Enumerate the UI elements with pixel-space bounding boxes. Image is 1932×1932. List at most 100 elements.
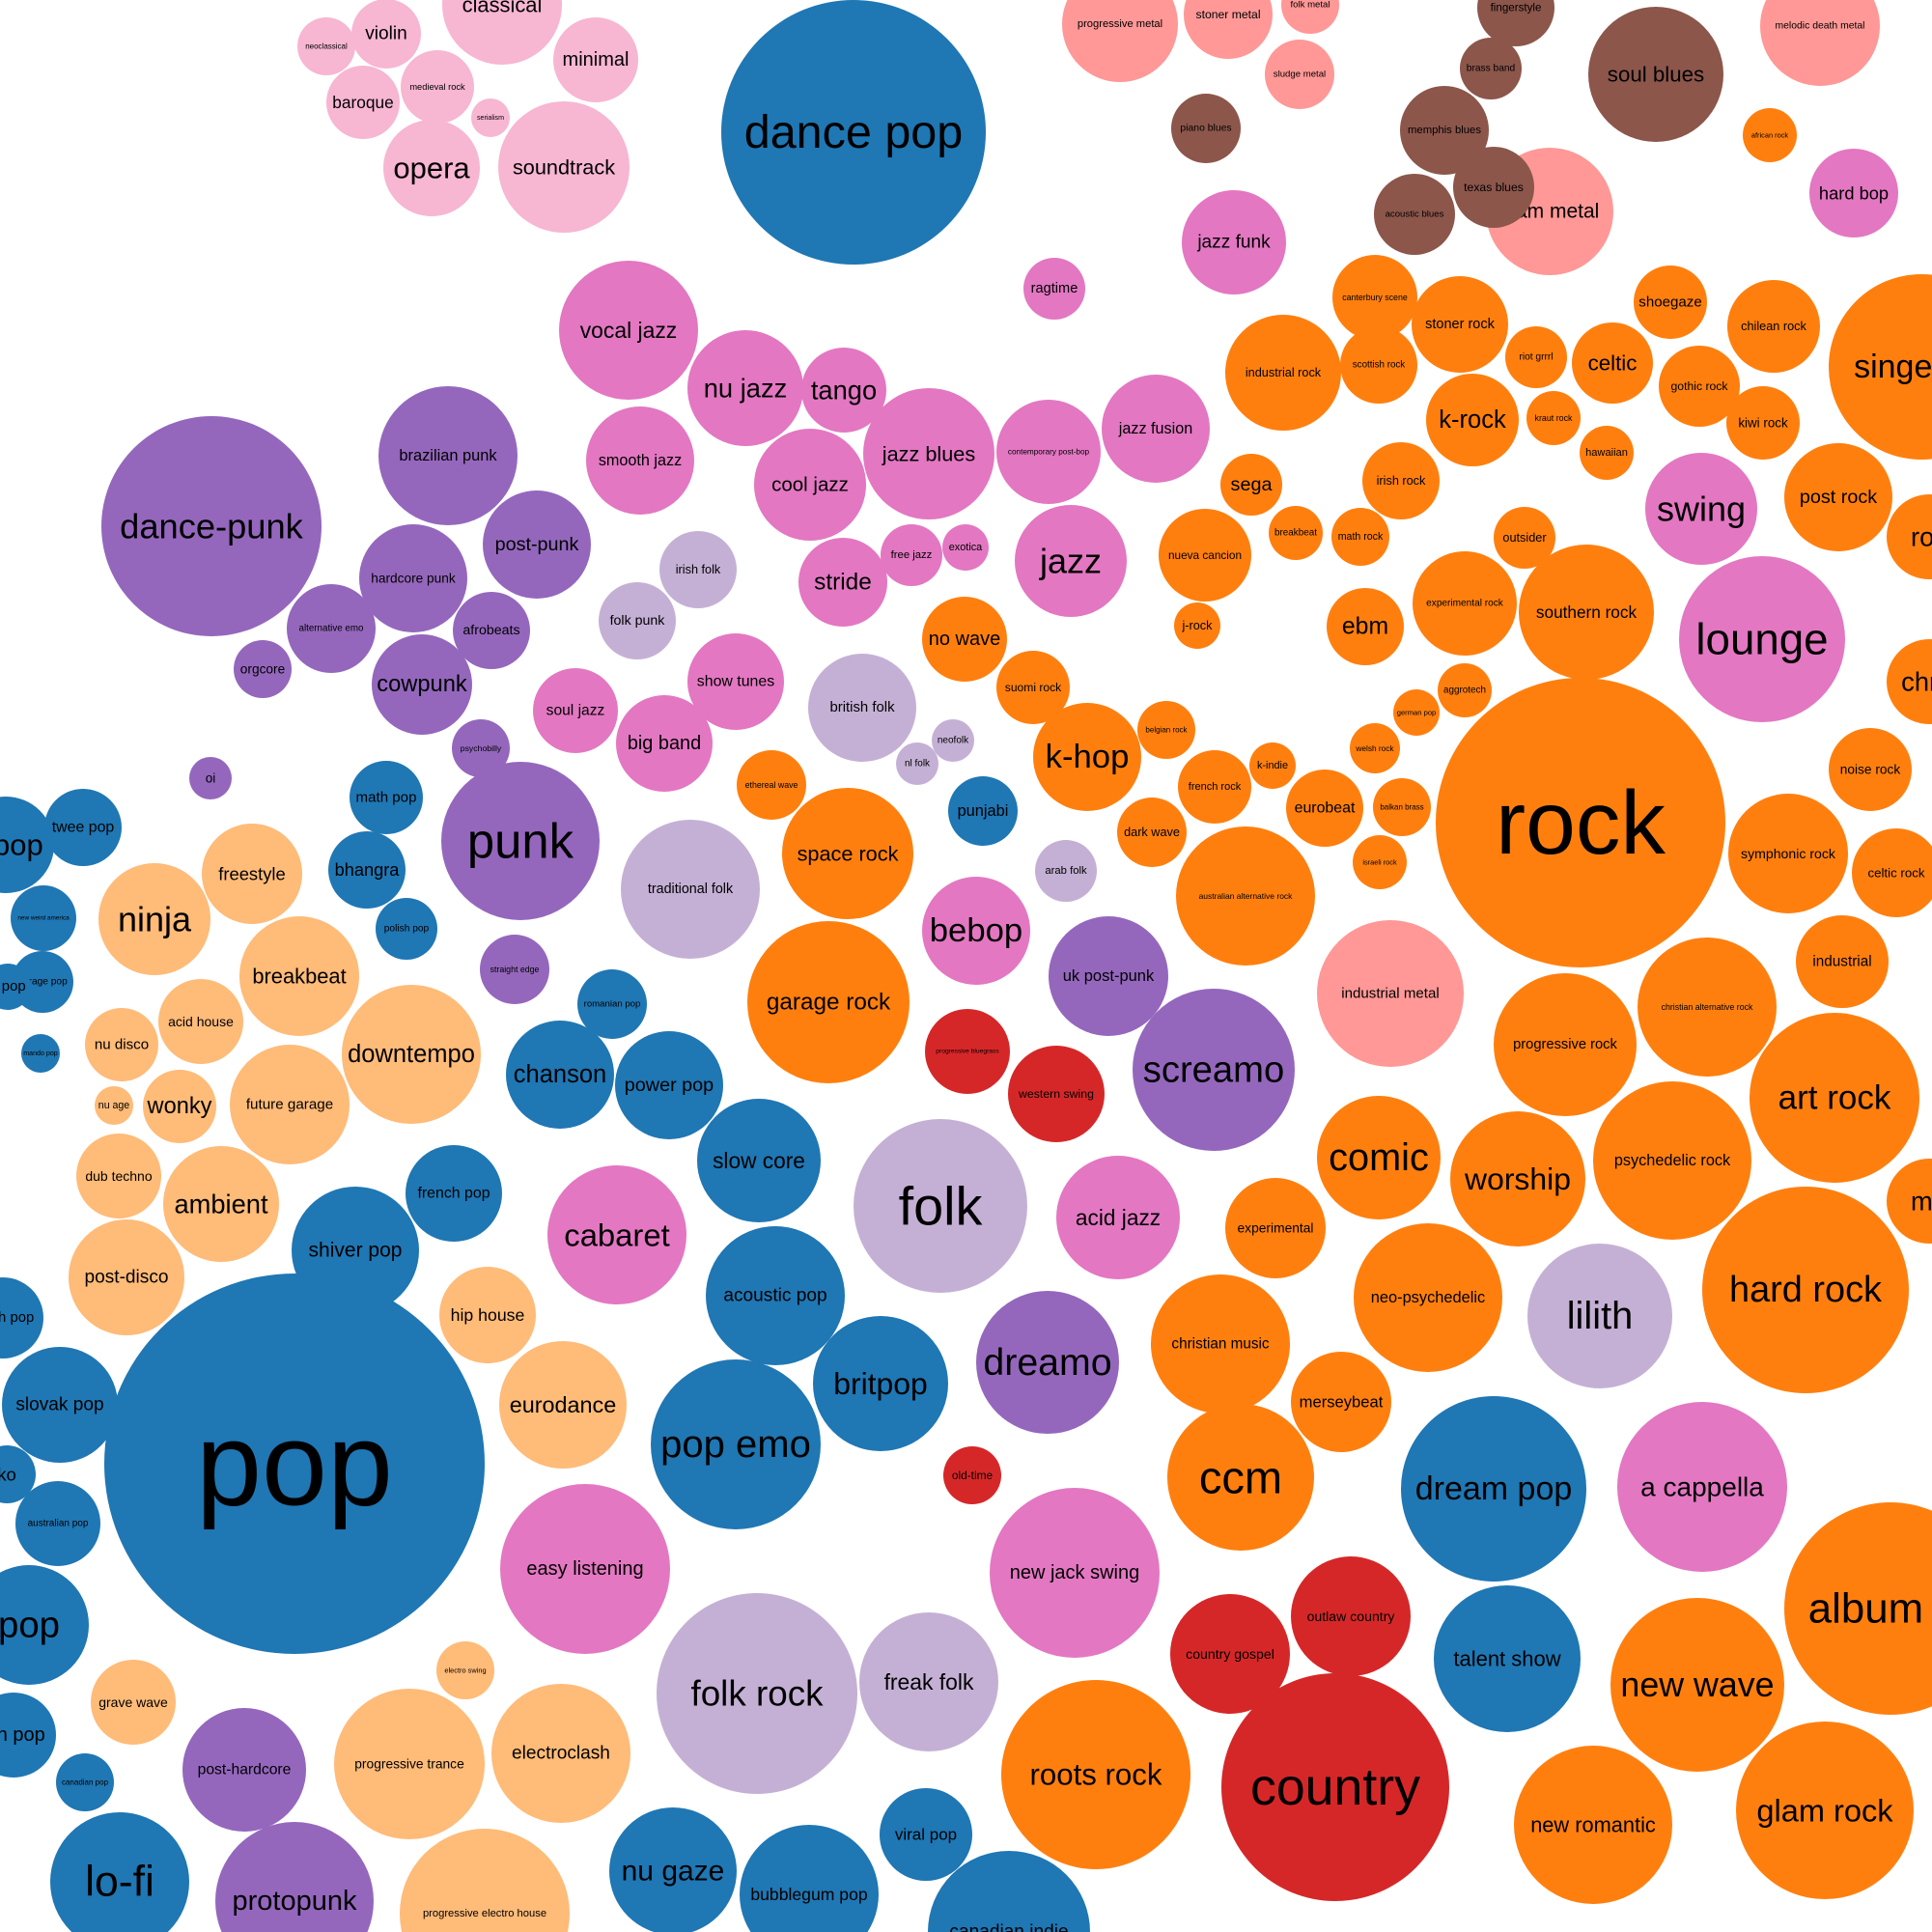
- bubble-circle-african-rock[interactable]: [1743, 108, 1797, 162]
- bubble-circle-experimental-rock[interactable]: [1413, 551, 1517, 656]
- bubble-circle-no-wave[interactable]: [922, 597, 1007, 682]
- bubble-circle-hardcore-punk[interactable]: [359, 524, 467, 632]
- bubble-bubblegum-pop[interactable]: bubblegum pop: [740, 1825, 879, 1932]
- bubble-circle-ninja[interactable]: [98, 863, 210, 975]
- bubble-album-ro[interactable]: album ro: [1784, 1502, 1932, 1715]
- bubble-circle-chilean-rock[interactable]: [1727, 280, 1820, 373]
- bubble-circle-jazz-blues[interactable]: [863, 388, 994, 519]
- bubble-comic[interactable]: comic: [1317, 1096, 1441, 1219]
- bubble-ragtime[interactable]: ragtime: [1023, 258, 1085, 320]
- bubble-circle-scottish-rock[interactable]: [1340, 326, 1417, 404]
- bubble-circle-vocal-jazz[interactable]: [559, 261, 698, 400]
- bubble-circle-bhangra[interactable]: [328, 831, 406, 909]
- bubble-twee-pop[interactable]: twee pop: [44, 789, 122, 866]
- bubble-roots-rock[interactable]: roots rock: [1001, 1680, 1190, 1869]
- bubble-circle-anish-pop[interactable]: [0, 1277, 43, 1358]
- bubble-circle-oi[interactable]: [189, 757, 232, 799]
- bubble-circle-grave-wave[interactable]: [91, 1660, 176, 1745]
- bubble-orgcore[interactable]: orgcore: [234, 640, 292, 698]
- bubble-circle-punjabi[interactable]: [948, 776, 1018, 846]
- bubble-no-wave[interactable]: no wave: [922, 597, 1007, 682]
- bubble-circle-cabaret[interactable]: [547, 1165, 686, 1304]
- bubble-circle-freak-folk[interactable]: [859, 1612, 998, 1751]
- bubble-vocal-jazz[interactable]: vocal jazz: [559, 261, 698, 400]
- bubble-circle-suomi-rock[interactable]: [996, 651, 1070, 724]
- bubble-glam-rock[interactable]: glam rock: [1736, 1722, 1914, 1899]
- bubble-circle-eurodance[interactable]: [499, 1341, 627, 1469]
- bubble-circle-breakbeat[interactable]: [239, 916, 359, 1036]
- bubble-circle-dance-pop[interactable]: [721, 0, 986, 265]
- bubble-circle-art-rock[interactable]: [1750, 1013, 1919, 1183]
- bubble-circle-belgian-rock[interactable]: [1137, 701, 1195, 759]
- bubble-ambient[interactable]: ambient: [163, 1146, 279, 1262]
- bubble-grave-wave[interactable]: grave wave: [91, 1660, 176, 1745]
- bubble-circle-talent-show[interactable]: [1434, 1585, 1581, 1732]
- bubble-circle-new-weird-america[interactable]: [11, 885, 76, 951]
- bubble-experimental[interactable]: experimental: [1225, 1178, 1326, 1278]
- bubble-circle-power-pop[interactable]: [615, 1031, 723, 1139]
- bubble-circle-britpop[interactable]: [813, 1316, 948, 1451]
- bubble-arab-folk[interactable]: arab folk: [1035, 840, 1097, 902]
- bubble-circle-canadian-pop[interactable]: [56, 1753, 114, 1811]
- bubble-circle-dance-punk[interactable]: [101, 416, 322, 636]
- bubble-progressive-rock[interactable]: progressive rock: [1494, 973, 1637, 1116]
- bubble-nl-folk[interactable]: nl folk: [896, 742, 938, 785]
- bubble-bhangra[interactable]: bhangra: [328, 831, 406, 909]
- bubble-chilean-rock[interactable]: chilean rock: [1727, 280, 1820, 373]
- bubble-k-indie[interactable]: k-indie: [1249, 742, 1296, 789]
- bubble-afrobeats[interactable]: afrobeats: [453, 592, 530, 669]
- bubble-circle-progressive-bluegrass[interactable]: [925, 1009, 1010, 1094]
- bubble-soul-blues[interactable]: soul blues: [1588, 7, 1723, 142]
- bubble-easy-listening[interactable]: easy listening: [500, 1484, 670, 1654]
- bubble-tango[interactable]: tango: [801, 348, 886, 433]
- bubble-circle-rock[interactable]: [1436, 678, 1725, 967]
- bubble-african-rock[interactable]: african rock: [1743, 108, 1797, 162]
- bubble-circle-a-cappella[interactable]: [1617, 1402, 1787, 1572]
- bubble-post-hardcore[interactable]: post-hardcore: [182, 1708, 306, 1832]
- bubble-circle-traditional-folk[interactable]: [621, 820, 760, 959]
- bubble-australian-alternative-rock[interactable]: australian alternative rock: [1176, 826, 1315, 966]
- bubble-circle-fingerstyle[interactable]: [1477, 0, 1554, 46]
- bubble-circle-celtic-rock[interactable]: [1852, 828, 1932, 917]
- bubble-circle-canterbury-scene[interactable]: [1332, 255, 1417, 340]
- bubble-circle-ebm[interactable]: [1327, 588, 1404, 665]
- bubble-circle-progressive-electro-house[interactable]: [400, 1829, 570, 1932]
- bubble-circle-nu-disco[interactable]: [85, 1008, 158, 1081]
- bubble-circle-new-jack-swing[interactable]: [990, 1488, 1160, 1658]
- bubble-old-time[interactable]: old-time: [943, 1446, 1001, 1504]
- bubble-circle-chris[interactable]: [1887, 639, 1932, 724]
- bubble-circle-dub-techno[interactable]: [76, 1134, 161, 1218]
- bubble-neofolk[interactable]: neofolk: [932, 719, 974, 762]
- bubble-show-tunes[interactable]: show tunes: [687, 633, 784, 730]
- bubble-circle-jazz-fusion[interactable]: [1102, 375, 1210, 483]
- bubble-circle-punk[interactable]: [441, 762, 600, 920]
- bubble-circle-aggrotech[interactable]: [1438, 663, 1492, 717]
- bubble-outlaw-country[interactable]: outlaw country: [1291, 1556, 1411, 1676]
- bubble-post-disco[interactable]: post-disco: [69, 1219, 184, 1335]
- bubble-circle-post-punk[interactable]: [483, 490, 591, 599]
- bubble-circle-soundtrack[interactable]: [498, 101, 630, 233]
- bubble-scottish-rock[interactable]: scottish rock: [1340, 326, 1417, 404]
- bubble-circle-stride[interactable]: [798, 538, 887, 627]
- bubble-circle-ma[interactable]: [1887, 1159, 1932, 1244]
- bubble-dream-pop[interactable]: dream pop: [1401, 1396, 1586, 1582]
- bubble-electro-swing[interactable]: electro swing: [436, 1641, 494, 1699]
- bubble-math-pop[interactable]: math pop: [350, 761, 423, 834]
- bubble-circle-medieval-rock[interactable]: [401, 50, 474, 124]
- bubble-circle-straight-edge[interactable]: [480, 935, 549, 1004]
- bubble-circle-progressive-trance[interactable]: [334, 1689, 485, 1839]
- bubble-circle-dream-pop[interactable]: [1401, 1396, 1586, 1582]
- bubble-circle-sludge-metal[interactable]: [1265, 40, 1334, 109]
- bubble-circle-polish-pop[interactable]: [376, 898, 437, 960]
- bubble-circle-neofolk[interactable]: [932, 719, 974, 762]
- bubble-circle-country-gospel[interactable]: [1170, 1594, 1290, 1714]
- bubble-circle-eurobeat[interactable]: [1286, 770, 1363, 847]
- bubble-garage-rock[interactable]: garage rock: [747, 921, 910, 1083]
- bubble-roc[interactable]: roc: [1887, 494, 1932, 579]
- bubble-circle-bebop[interactable]: [922, 877, 1030, 985]
- bubble-protopunk[interactable]: protopunk: [215, 1822, 374, 1932]
- bubble-jazz-fusion[interactable]: jazz fusion: [1102, 375, 1210, 483]
- bubble-circle-jazz-funk[interactable]: [1182, 190, 1286, 294]
- bubble-circle-western-swing[interactable]: [1008, 1046, 1105, 1142]
- bubble-circle-piano-blues[interactable]: [1171, 94, 1241, 163]
